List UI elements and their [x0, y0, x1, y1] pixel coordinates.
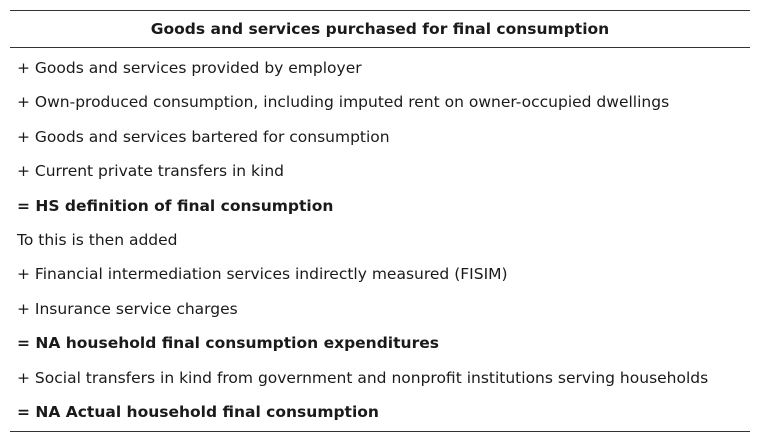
table-row-total: = NA Actual household final consumption [17, 402, 379, 421]
table-header: Goods and services purchased for final c… [10, 11, 750, 48]
table-row: To this is then added [17, 230, 178, 249]
table-row-total: = NA household final consumption expendi… [17, 334, 439, 353]
table-row: + Goods and services bartered for consum… [17, 127, 390, 146]
table-row-total: = HS definition of final consumption [17, 196, 334, 215]
consumption-table: Goods and services purchased for final c… [10, 10, 750, 433]
table-row: + Goods and services provided by employe… [17, 59, 362, 77]
table-row: + Insurance service charges [17, 299, 238, 318]
table-row: + Social transfers in kind from governme… [17, 368, 709, 387]
table-body: + Goods and services provided by employe… [10, 48, 750, 431]
table-row: + Own-produced consumption, including im… [17, 93, 670, 112]
table-row: + Current private transfers in kind [17, 162, 285, 181]
table-row: + Financial intermediation services indi… [17, 265, 508, 284]
